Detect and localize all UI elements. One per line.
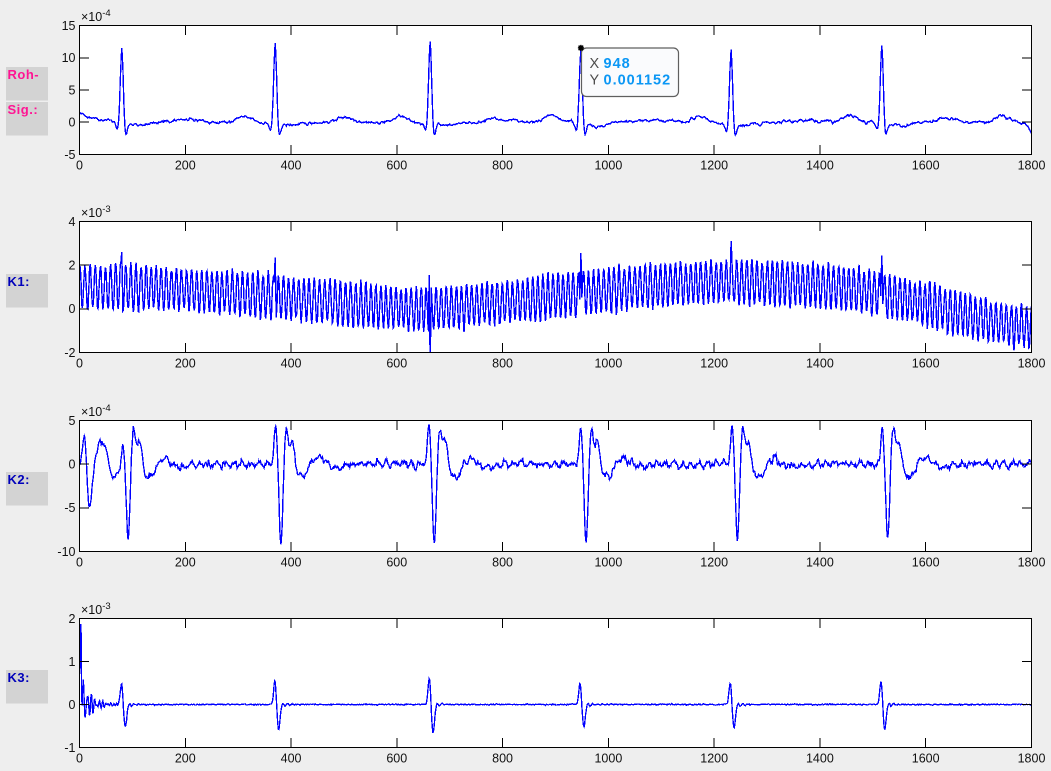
- svg-text:0: 0: [76, 159, 83, 173]
- svg-text:1400: 1400: [806, 556, 834, 570]
- svg-text:1600: 1600: [912, 556, 940, 570]
- svg-text:600: 600: [386, 159, 407, 173]
- svg-text:K2:: K2:: [8, 472, 30, 487]
- svg-text:1200: 1200: [700, 159, 728, 173]
- svg-text:0: 0: [69, 458, 76, 472]
- svg-text:Y 0.001152: Y 0.001152: [590, 73, 672, 89]
- svg-text:0: 0: [69, 698, 76, 712]
- svg-text:800: 800: [492, 752, 513, 766]
- svg-text:800: 800: [492, 556, 513, 570]
- svg-text:1000: 1000: [594, 752, 622, 766]
- svg-text:1200: 1200: [700, 752, 728, 766]
- svg-text:400: 400: [281, 752, 302, 766]
- svg-text:800: 800: [492, 159, 513, 173]
- svg-text:1000: 1000: [594, 357, 622, 371]
- svg-text:0: 0: [76, 752, 83, 766]
- svg-text:1800: 1800: [1018, 752, 1046, 766]
- svg-text:1200: 1200: [700, 556, 728, 570]
- svg-text:1800: 1800: [1018, 556, 1046, 570]
- svg-text:5: 5: [69, 83, 76, 97]
- svg-text:1400: 1400: [806, 752, 834, 766]
- svg-text:200: 200: [175, 159, 196, 173]
- svg-text:200: 200: [175, 556, 196, 570]
- svg-text:0: 0: [76, 556, 83, 570]
- svg-text:Roh-: Roh-: [8, 67, 40, 82]
- svg-text:0: 0: [76, 357, 83, 371]
- svg-text:-5: -5: [64, 148, 75, 162]
- svg-text:200: 200: [175, 752, 196, 766]
- svg-text:800: 800: [492, 357, 513, 371]
- svg-text:600: 600: [386, 556, 407, 570]
- svg-text:1800: 1800: [1018, 159, 1046, 173]
- svg-text:-10: -10: [57, 545, 75, 559]
- svg-text:1400: 1400: [806, 357, 834, 371]
- svg-text:X 948: X 948: [590, 56, 631, 72]
- svg-text:400: 400: [281, 159, 302, 173]
- svg-text:200: 200: [175, 357, 196, 371]
- svg-text:5: 5: [69, 414, 76, 428]
- svg-text:Sig.:: Sig.:: [8, 102, 39, 117]
- svg-text:2: 2: [69, 612, 76, 626]
- svg-text:1000: 1000: [594, 556, 622, 570]
- svg-text:10: 10: [62, 51, 76, 65]
- svg-text:2: 2: [69, 259, 76, 273]
- svg-text:1000: 1000: [594, 159, 622, 173]
- svg-text:400: 400: [281, 357, 302, 371]
- svg-text:15: 15: [62, 19, 76, 33]
- svg-text:0: 0: [69, 302, 76, 316]
- svg-text:1800: 1800: [1018, 357, 1046, 371]
- svg-text:-1: -1: [64, 741, 75, 755]
- svg-text:1600: 1600: [912, 357, 940, 371]
- svg-text:600: 600: [386, 752, 407, 766]
- svg-text:K3:: K3:: [8, 670, 30, 685]
- svg-text:400: 400: [281, 556, 302, 570]
- svg-text:1600: 1600: [912, 159, 940, 173]
- svg-text:K1:: K1:: [8, 274, 30, 289]
- svg-text:-2: -2: [64, 346, 75, 360]
- svg-text:1400: 1400: [806, 159, 834, 173]
- svg-text:1: 1: [69, 655, 76, 669]
- svg-text:0: 0: [69, 116, 76, 130]
- svg-text:1200: 1200: [700, 357, 728, 371]
- svg-text:1600: 1600: [912, 752, 940, 766]
- svg-text:4: 4: [69, 215, 76, 229]
- svg-text:600: 600: [386, 357, 407, 371]
- svg-text:-5: -5: [64, 501, 75, 515]
